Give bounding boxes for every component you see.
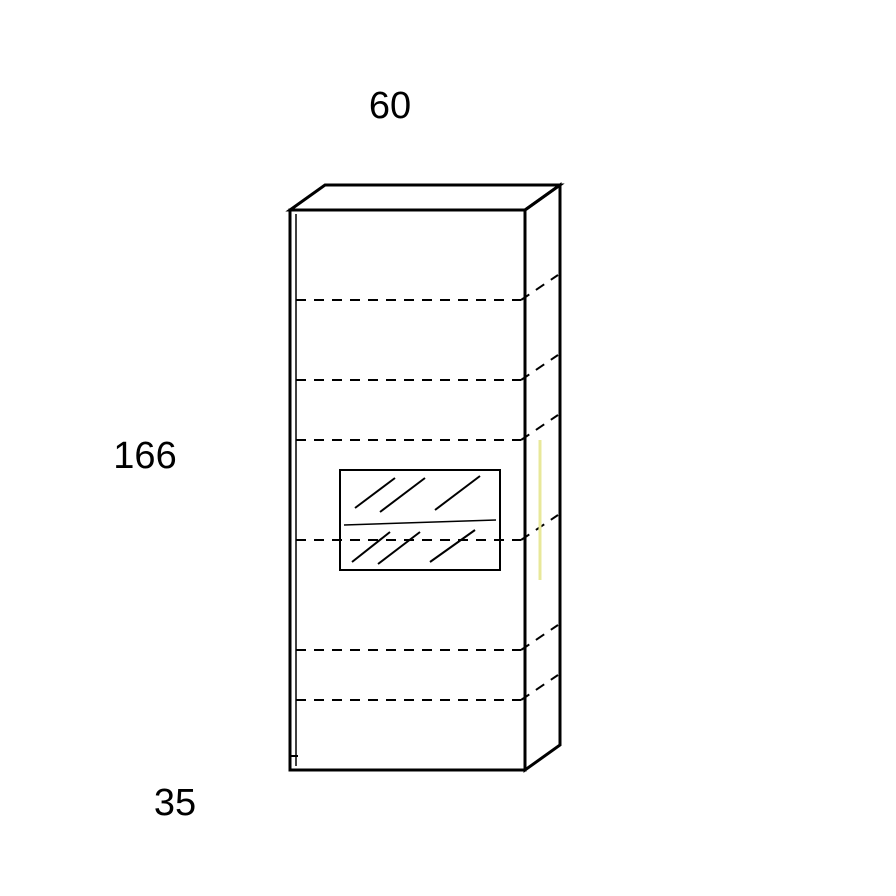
- dimension-depth-label: 35: [154, 782, 196, 824]
- cabinet-diagram: 60 166 35: [0, 0, 896, 896]
- dimension-width-label: 60: [369, 85, 411, 127]
- dimension-height-label: 166: [113, 435, 176, 477]
